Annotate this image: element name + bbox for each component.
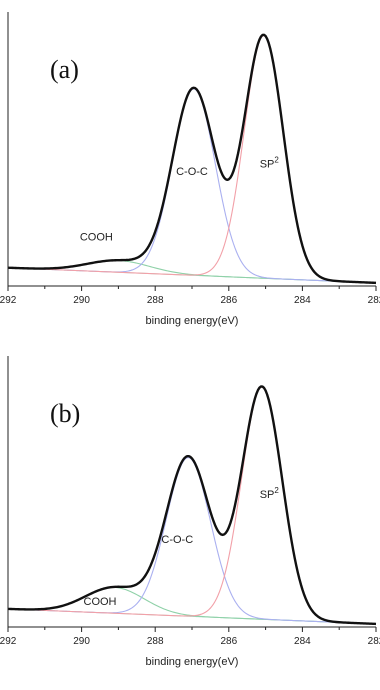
- envelope-curve: [7, 385, 377, 626]
- peak-annotation-sp2: SP2: [260, 155, 280, 170]
- x-axis-label: binding energy(eV): [146, 656, 239, 668]
- x-tick-label: 288: [147, 295, 164, 306]
- peak-annotation-c-o-c: C-O-C: [161, 534, 193, 546]
- annotation-text: SP: [260, 489, 275, 501]
- annotation-text: COOH: [84, 596, 117, 608]
- annotation-text: C-O-C: [161, 534, 193, 546]
- peak-annotation-c-o-c: C-O-C: [176, 166, 208, 178]
- annotation-text: SP: [260, 158, 275, 170]
- x-axis-label: binding energy(eV): [146, 315, 239, 327]
- peak-annotation-sp2: SP2: [260, 486, 280, 501]
- x-tick-label: 288: [147, 636, 164, 647]
- component-curve-cooh: [7, 259, 377, 284]
- panel-label: (b): [50, 399, 80, 428]
- x-tick-label: 290: [73, 295, 90, 306]
- x-tick-label: 284: [294, 295, 311, 306]
- x-tick-label: 292: [0, 295, 17, 306]
- x-tick-label: 290: [73, 636, 90, 647]
- x-tick-label: 286: [220, 636, 237, 647]
- annotation-superscript: 2: [274, 486, 279, 495]
- chart-panel-2: 292 290 288 286 284 282 binding energy(eV) (b) C…: [0, 356, 380, 668]
- x-tick-label: 292: [0, 636, 17, 647]
- chart-panel-1: 292 290 288 286 284 282 binding energy(eV) (a) C…: [0, 12, 380, 327]
- panel-label: (a): [50, 55, 79, 84]
- x-tick-label: 284: [294, 636, 311, 647]
- x-tick-label: 282: [368, 295, 380, 306]
- peak-annotation-cooh: COOH: [80, 231, 113, 243]
- envelope-curve: [7, 33, 377, 285]
- peak-annotation-cooh: COOH: [84, 596, 117, 608]
- x-tick-label: 282: [368, 636, 380, 647]
- annotation-superscript: 2: [274, 155, 279, 164]
- annotation-text: COOH: [80, 231, 113, 243]
- annotation-text: C-O-C: [176, 166, 208, 178]
- x-tick-label: 286: [220, 295, 237, 306]
- component-curve-c-o-c: [7, 88, 377, 284]
